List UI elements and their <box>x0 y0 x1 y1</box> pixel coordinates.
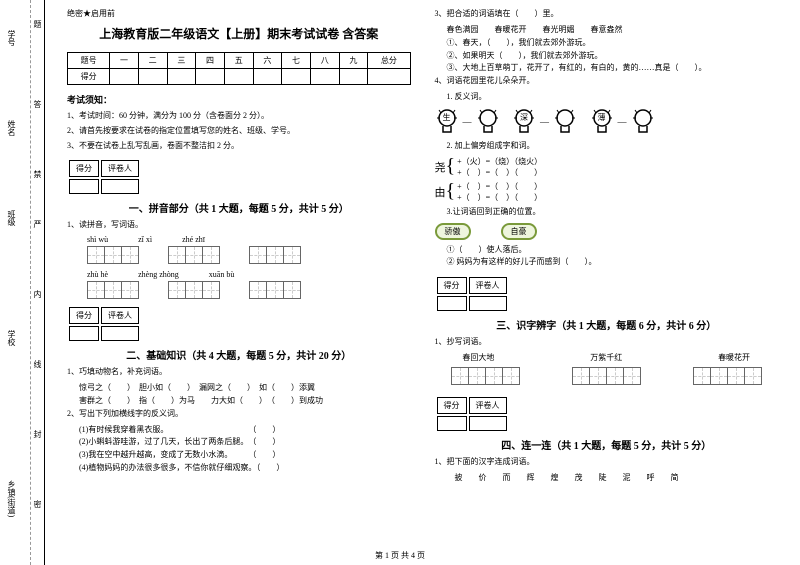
q2-1-item: 惊弓之（ ） 胆小如（ ） 漏网之（ ） 如（ ）添翼 <box>79 382 411 395</box>
grader-box: 得分评卷人 <box>67 305 411 343</box>
q3-item: ②、如果明天（ ），我们就去郊外游玩。 <box>447 50 779 63</box>
grader-box: 得分评卷人 <box>67 158 411 196</box>
seal-mark-7: 封 <box>32 430 43 438</box>
score-header: 九 <box>339 53 368 69</box>
section-2-title: 二、基础知识（共 4 大题，每题 5 分，共计 20 分） <box>67 347 411 362</box>
q4-3-item: ② 妈妈为有这样的好儿子而感到（ ）。 <box>447 256 779 269</box>
word-boxes: 骄傲 自豪 <box>435 223 779 240</box>
section-1-title: 一、拼音部分（共 1 大题，每题 5 分，共计 5 分） <box>67 200 411 215</box>
secret-label: 绝密★启用前 <box>67 8 411 19</box>
q3-item: ①、春天，（ ），我们就去郊外游玩。 <box>447 37 779 50</box>
word-box: 骄傲 <box>435 223 471 240</box>
notice-title: 考试须知： <box>67 93 411 106</box>
score-header: 三 <box>167 53 196 69</box>
margin-label-class: 班级 <box>6 210 17 226</box>
score-header: 七 <box>282 53 311 69</box>
section-4-title: 四、连一连（共 1 大题，每题 5 分，共计 5 分） <box>435 437 779 452</box>
seal-mark-1: 题 <box>32 20 43 28</box>
score-header: 一 <box>110 53 139 69</box>
lightbulb-icon: 薄 <box>590 108 614 136</box>
lightbulb-icon: 生 <box>435 108 459 136</box>
score-header: 二 <box>138 53 167 69</box>
q3-words: 春色满园 春暖花开 春光明媚 春意盎然 <box>447 24 779 37</box>
main-content: 绝密★启用前 上海教育版二年级语文【上册】期末考试试卷 含答案 题号 一 二 三… <box>45 0 800 565</box>
bracket-group: 尧 { +（火）=（烧）（烧火） +（ ）=（ ）（ ） <box>435 156 779 178</box>
section-3-title: 三、识字辨字（共 1 大题，每题 6 分，共计 6 分） <box>435 317 779 332</box>
margin-label-school: 学校 <box>6 330 17 346</box>
seal-mark-8: 密 <box>32 500 43 508</box>
q4-3-item: ①（ ）使人落后。 <box>447 244 779 257</box>
seal-mark-4: 严 <box>32 220 43 228</box>
q4-2: 2. 加上偏旁组成字和词。 <box>447 140 779 153</box>
left-column: 绝密★启用前 上海教育版二年级语文【上册】期末考试试卷 含答案 题号 一 二 三… <box>55 8 423 557</box>
q2-2-item: (1)有时候我穿着黑衣服。 （ ） <box>79 424 411 437</box>
margin-label-name: 姓名 <box>6 120 17 136</box>
char-grid-row <box>87 281 411 299</box>
q4-3: 3.让词语回到正确的位置。 <box>447 206 779 219</box>
score-header: 六 <box>253 53 282 69</box>
pinyin-row: shì wù zǐ xì zhé zhī <box>87 235 411 244</box>
lightbulb-icon <box>476 108 500 136</box>
q2-2-item: (3)我在空中越升越高，变成了无数小水滴。 （ ） <box>79 449 411 462</box>
q2-2-item: (4)植物妈妈的办法很多很多，不信你就仔细观察。（ ） <box>79 462 411 475</box>
question-4-main: 1、把下面的汉字连成词语。 <box>435 456 779 468</box>
question-1-1: 1、读拼音，写词语。 <box>67 219 411 231</box>
score-header: 总分 <box>368 53 410 69</box>
question-2-1: 1、巧填动物名，补充词语。 <box>67 366 411 378</box>
idiom-labels: 春回大地 万紫千红 春暖花开 <box>435 352 779 363</box>
score-row-label: 得分 <box>68 69 110 85</box>
score-header: 题号 <box>68 53 110 69</box>
grader-box: 得分评卷人 <box>435 395 779 433</box>
pinyin-row: zhù hè zhèng zhòng xuān bù <box>87 270 411 279</box>
seal-mark-3: 禁 <box>32 170 43 178</box>
q3-item: ③、大地上百草萌丁，花开了，有红的，有白的，黄的……真是（ ）。 <box>447 62 779 75</box>
binding-margin: 学号 姓名 班级 学校 乡镇(街道) 题 答 禁 严 内 线 封 密 <box>0 0 45 565</box>
question-3-main: 1、抄写词语。 <box>435 336 779 348</box>
score-table: 题号 一 二 三 四 五 六 七 八 九 总分 得分 <box>67 52 411 85</box>
margin-label-id: 学号 <box>6 30 17 46</box>
question-2-2: 2、写出下列加横线字的反义词。 <box>67 408 411 420</box>
dashed-line <box>30 0 31 565</box>
connect-chars: 披 价 而 辉 煌 茂 陡 泥 呼 简 <box>455 472 779 483</box>
right-column: 3、把合适的词语填在（ ）里。 春色满园 春暖花开 春光明媚 春意盎然 ①、春天… <box>423 8 791 557</box>
char-grid-row <box>87 246 411 264</box>
score-header: 五 <box>224 53 253 69</box>
q2-1-item: 害群之（ ） 指（ ）为马 力大如（ ） （ ）到成功 <box>79 395 411 408</box>
notice-item: 2、请首先按要求在试卷的指定位置填写您的姓名、班级、学号。 <box>67 125 411 137</box>
lightbulb-icon: 深 <box>512 108 536 136</box>
score-header: 八 <box>310 53 339 69</box>
seal-mark-2: 答 <box>32 100 43 108</box>
score-header: 四 <box>196 53 225 69</box>
notice-item: 1、考试时间：60 分钟，满分为 100 分（含卷面分 2 分）。 <box>67 110 411 122</box>
lightbulb-icon <box>553 108 577 136</box>
bulb-row: 生 — 深 — 薄 — <box>435 108 779 136</box>
page-footer: 第 1 页 共 4 页 <box>375 550 425 561</box>
seal-mark-5: 内 <box>32 290 43 298</box>
notice-item: 3、不要在试卷上乱写乱画，卷面不整洁扣 2 分。 <box>67 140 411 152</box>
q4-1: 1. 反义词。 <box>447 91 779 104</box>
word-box: 自豪 <box>501 223 537 240</box>
q2-2-item: (2)小蝌蚪游哇游，过了几天，长出了两条后腿。 （ ） <box>79 436 411 449</box>
question-3: 3、把合适的词语填在（ ）里。 <box>435 8 779 20</box>
question-4: 4、词语花园里花儿朵朵开。 <box>435 75 779 87</box>
lightbulb-icon <box>631 108 655 136</box>
grader-box: 得分评卷人 <box>435 275 779 313</box>
exam-title: 上海教育版二年级语文【上册】期末考试试卷 含答案 <box>67 25 411 42</box>
margin-label-town: 乡镇(街道) <box>6 480 17 517</box>
seal-mark-6: 线 <box>32 360 43 368</box>
idiom-grids <box>435 367 779 385</box>
bracket-group: 由 { +（ ）=（ ）（ ） +（ ）=（ ）（ ） <box>435 181 779 203</box>
